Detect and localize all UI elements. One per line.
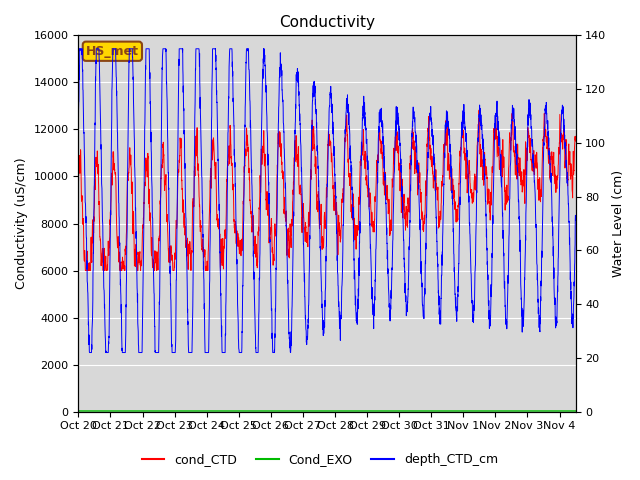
depth_CTD_cm	[287, 343, 295, 349]
depth_CTD_cm	[75, 130, 83, 135]
Legend: cond_CTD, Cond_EXO, depth_CTD_cm: cond_CTD, Cond_EXO, depth_CTD_cm	[137, 448, 503, 471]
cond_CTD	[81, 268, 89, 274]
depth_CTD_cm	[266, 211, 273, 216]
depth_CTD_cm	[161, 46, 169, 52]
depth_CTD_cm	[572, 217, 579, 223]
depth_CTD_cm	[509, 105, 516, 110]
Cond_EXO	[508, 408, 516, 414]
cond_CTD	[75, 181, 83, 187]
Line: cond_CTD: cond_CTD	[79, 109, 575, 271]
Cond_EXO	[572, 408, 579, 414]
depth_CTD_cm	[563, 164, 570, 170]
Cond_EXO	[265, 408, 273, 414]
depth_CTD_cm	[86, 349, 93, 355]
cond_CTD	[287, 236, 294, 241]
cond_CTD	[131, 258, 139, 264]
Title: Conductivity: Conductivity	[279, 15, 375, 30]
cond_CTD	[572, 138, 579, 144]
Y-axis label: Water Level (cm): Water Level (cm)	[612, 170, 625, 277]
cond_CTD	[509, 120, 516, 126]
cond_CTD	[563, 144, 570, 150]
Line: depth_CTD_cm: depth_CTD_cm	[79, 49, 575, 352]
depth_CTD_cm	[132, 207, 140, 213]
Y-axis label: Conductivity (uS/cm): Conductivity (uS/cm)	[15, 158, 28, 289]
Cond_EXO	[75, 408, 83, 414]
cond_CTD	[266, 238, 273, 243]
Cond_EXO	[161, 408, 168, 414]
cond_CTD	[161, 180, 168, 186]
Cond_EXO	[131, 408, 139, 414]
Cond_EXO	[287, 408, 294, 414]
cond_CTD	[476, 106, 483, 112]
Text: HS_met: HS_met	[86, 45, 139, 58]
Cond_EXO	[562, 408, 570, 414]
depth_CTD_cm	[76, 46, 84, 52]
